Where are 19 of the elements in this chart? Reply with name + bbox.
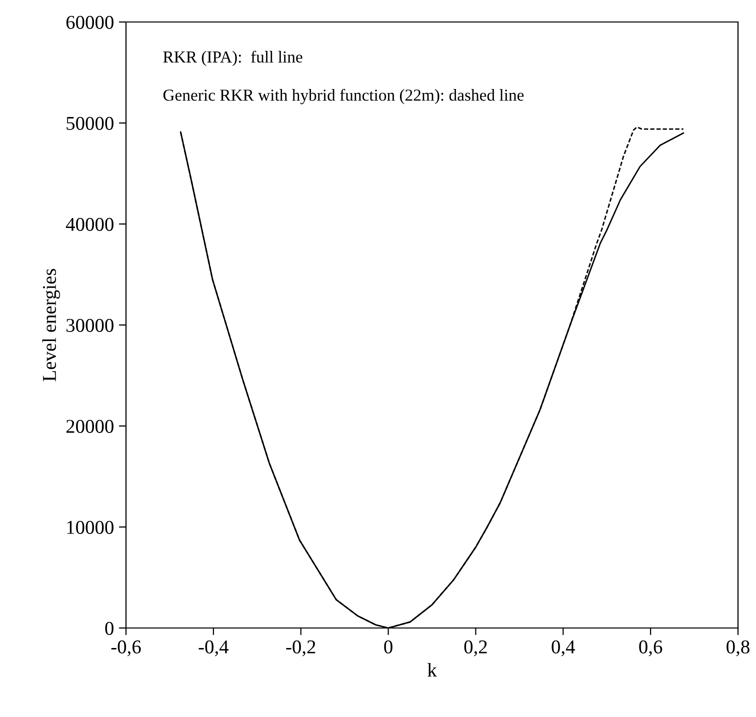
x-tick-label: 0,8 bbox=[726, 640, 750, 656]
y-tick-label: 30000 bbox=[66, 318, 114, 332]
y-tick-label: 0 bbox=[105, 622, 114, 635]
x-tick-label: -0,2 bbox=[286, 640, 316, 656]
x-tick-label: 0,6 bbox=[639, 640, 662, 656]
annotation: RKR (IPA): full line bbox=[163, 50, 302, 66]
x-axis-title: k bbox=[428, 662, 437, 676]
y-tick-label: 50000 bbox=[66, 116, 114, 130]
y-tick-label: 20000 bbox=[66, 420, 114, 433]
x-tick-label: -0,6 bbox=[111, 640, 141, 656]
y-tick-label: 40000 bbox=[66, 218, 114, 231]
y-axis-title: Level energies bbox=[42, 268, 60, 382]
x-tick-label: 0 bbox=[384, 640, 392, 654]
annotation: Generic RKR with hybrid function (22m): dashed line bbox=[163, 88, 524, 104]
x-tick-label: -0,4 bbox=[198, 640, 229, 656]
y-tick-label: 10000 bbox=[67, 520, 114, 534]
y-tick-label: 60000 bbox=[66, 16, 114, 29]
x-tick-label: 0,4 bbox=[552, 640, 575, 656]
x-tick-label: 0,2 bbox=[464, 640, 487, 656]
